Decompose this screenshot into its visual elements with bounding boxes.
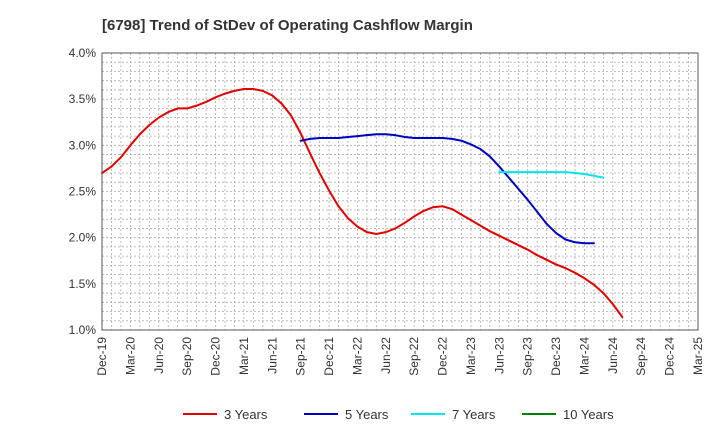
series-lines (101, 88, 624, 319)
y-tick-label: 3.5% (69, 92, 97, 106)
x-tick-label: Jun-21 (265, 337, 279, 374)
series-line (299, 133, 595, 245)
legend-label: 3 Years (224, 407, 268, 422)
y-tick-label: 4.0% (69, 46, 97, 60)
x-tick-label: Jun-22 (379, 337, 393, 374)
x-tick-label: Jun-23 (492, 337, 506, 374)
y-tick-label: 2.5% (69, 185, 97, 199)
x-tick-label: Jun-24 (606, 337, 620, 374)
plot-border (101, 52, 699, 331)
x-tick-label: Mar-24 (577, 337, 591, 375)
x-tick-label: Jun-20 (152, 337, 166, 374)
y-axis-ticks: 1.0% 1.5% 2.0% 2.5% 3.0% 3.5% 4.0% (69, 46, 97, 337)
x-tick-label: Sep-20 (180, 337, 194, 376)
x-tick-label: Sep-24 (634, 337, 648, 376)
x-tick-label: Dec-23 (549, 337, 563, 376)
legend: 3 Years 5 Years 7 Years 10 Years (183, 407, 614, 422)
x-tick-label: Mar-25 (691, 337, 705, 375)
x-tick-label: Dec-21 (322, 337, 336, 376)
x-tick-label: Sep-21 (294, 337, 308, 376)
x-tick-label: Sep-23 (521, 337, 535, 376)
y-tick-label: 1.5% (69, 277, 97, 291)
x-tick-label: Dec-24 (663, 337, 677, 376)
y-tick-label: 3.0% (69, 138, 97, 152)
x-tick-label: Mar-22 (350, 337, 364, 375)
chart-title: [6798] Trend of StDev of Operating Cashf… (102, 17, 473, 34)
x-tick-label: Dec-22 (436, 337, 450, 376)
grid (102, 53, 698, 330)
y-tick-label: 1.0% (69, 323, 97, 337)
legend-label: 10 Years (563, 407, 614, 422)
legend-label: 7 Years (452, 407, 496, 422)
series-line (101, 88, 624, 319)
x-tick-label: Mar-23 (464, 337, 478, 375)
x-tick-label: Dec-20 (209, 337, 223, 376)
legend-label: 5 Years (345, 407, 389, 422)
x-tick-label: Sep-22 (407, 337, 421, 376)
x-tick-label: Dec-19 (95, 337, 109, 376)
x-tick-label: Mar-20 (123, 337, 137, 375)
x-tick-label: Mar-21 (237, 337, 251, 375)
x-axis-ticks: Dec-19 Mar-20 Jun-20 Sep-20 Dec-20 Mar-21 Jun-… (95, 337, 705, 376)
y-tick-label: 2.0% (69, 231, 97, 245)
series-line (498, 171, 605, 179)
